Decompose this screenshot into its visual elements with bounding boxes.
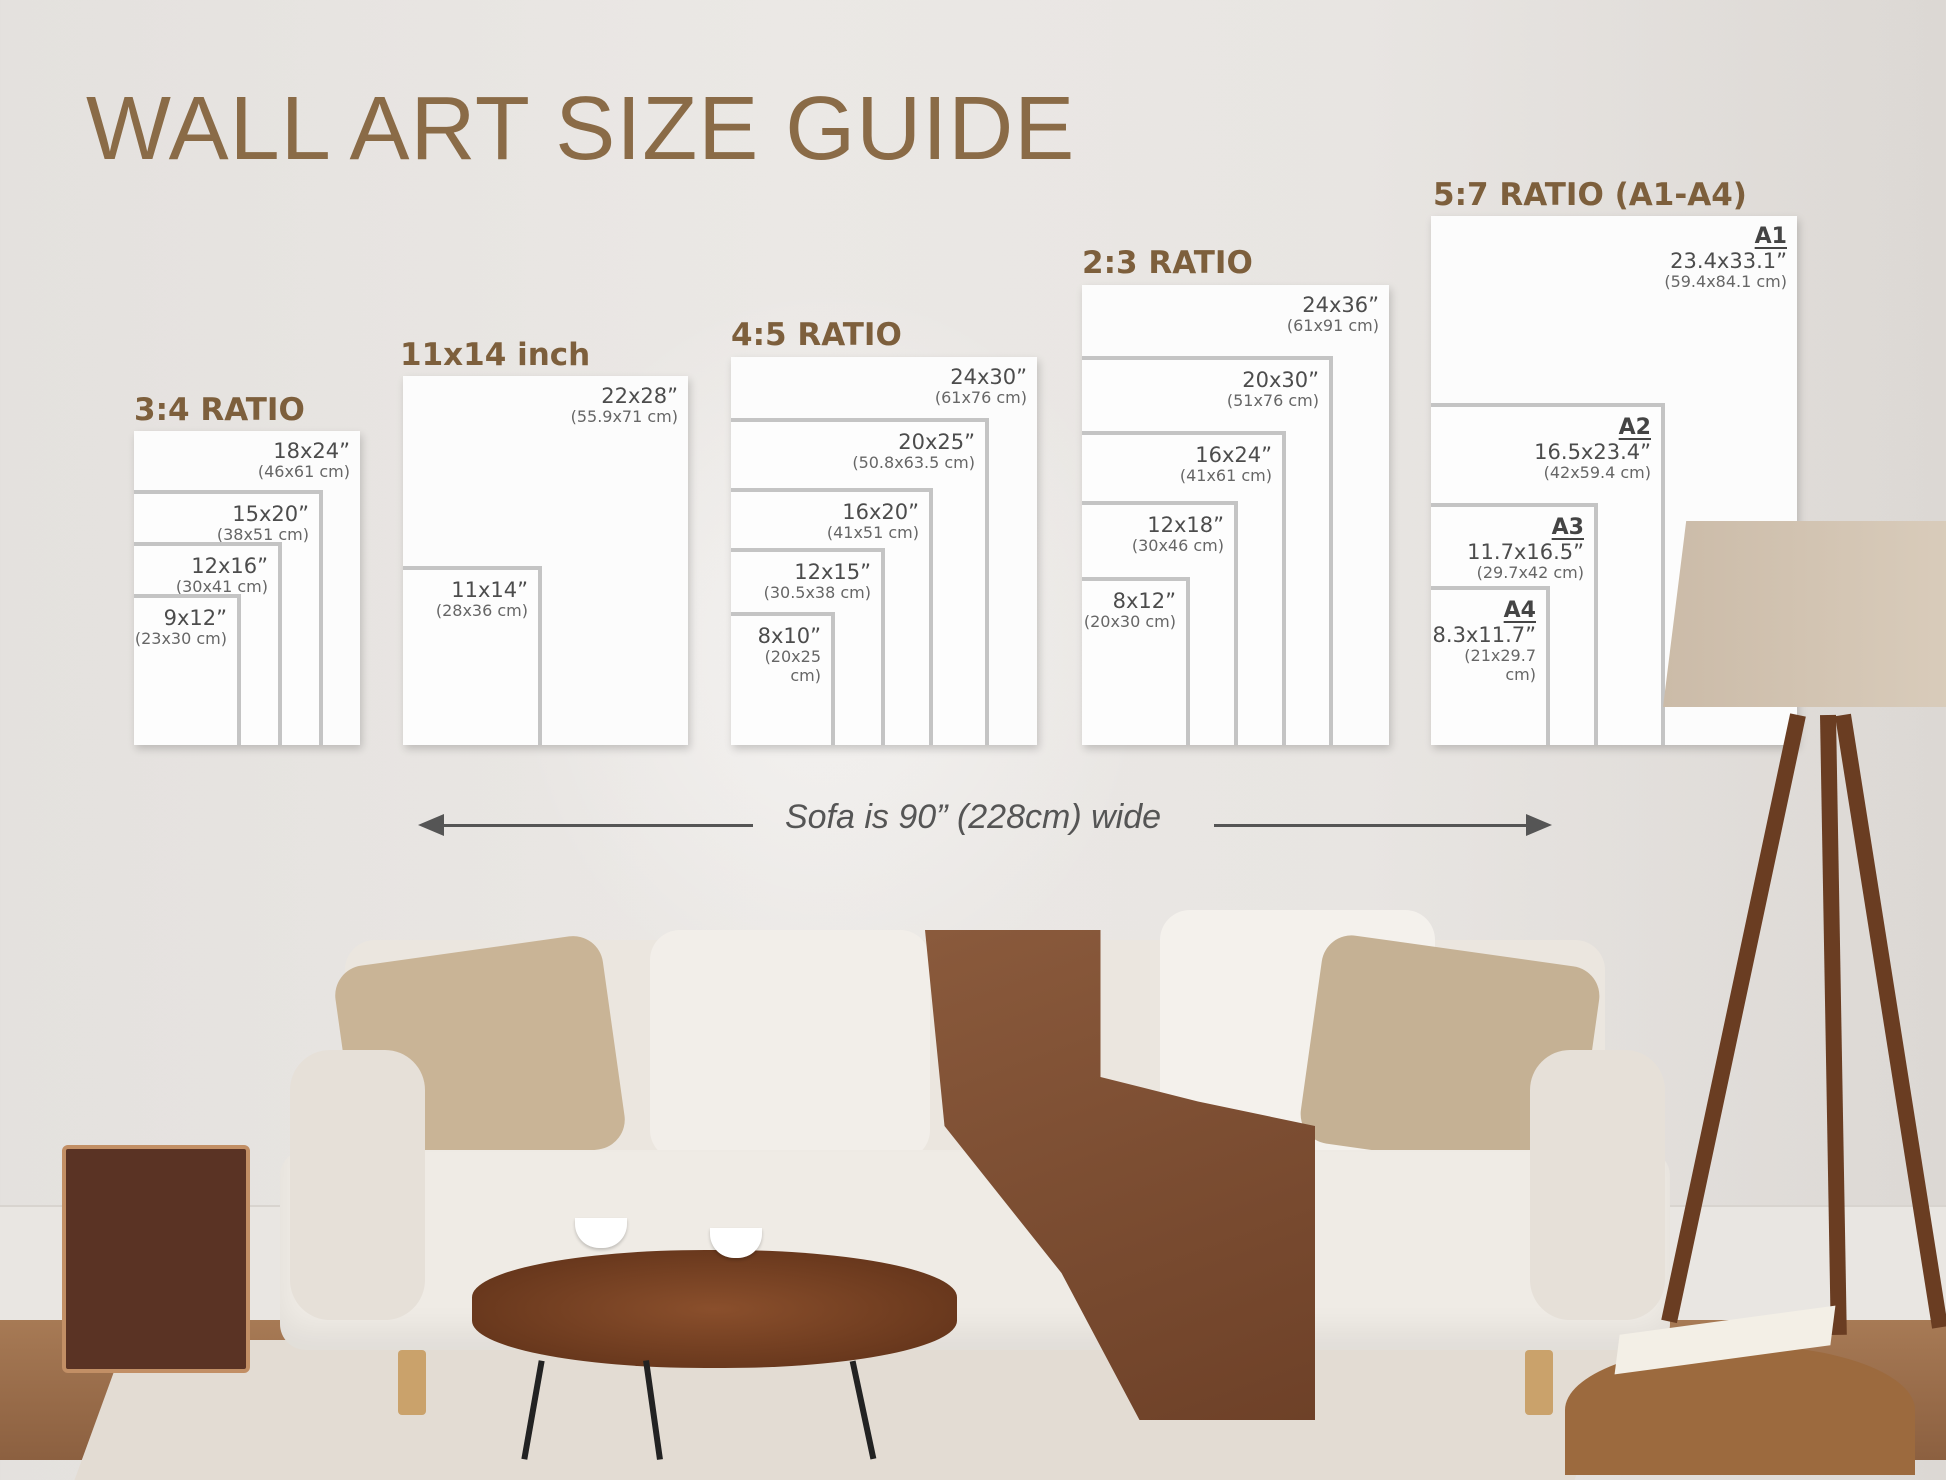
size-cm: (38x51 cm) [216,525,309,545]
sofa-leg [1525,1350,1553,1415]
size-inches: 22x28” [601,384,678,408]
size-label: 12x16” (30x41 cm) [176,554,268,597]
sofa-width-note: Sofa is 90” (228cm) wide [784,798,1162,836]
group-heading: 3:4 RATIO [134,392,305,428]
size-cm: (30.5x38 cm) [763,583,871,603]
size-label: 18x24” (46x61 cm) [258,439,350,482]
size-label: 16x20” (41x51 cm) [827,500,919,543]
size-inches: 12x15” [794,560,871,584]
size-label: A1 23.4x33.1” (59.4x84.1 cm) [1664,224,1787,292]
paper-size-name: A2 [1618,415,1651,440]
size-label: A2 16.5x23.4” (42x59.4 cm) [1534,415,1651,483]
size-label: 20x25” (50.8x63.5 cm) [852,430,975,473]
size-label: 20x30” (51x76 cm) [1227,368,1319,411]
size-cm: (50.8x63.5 cm) [852,453,975,473]
size-cm: (28x36 cm) [435,601,528,621]
size-inches: 20x30” [1242,368,1319,392]
size-cm: (23x30 cm) [134,629,227,649]
left-arrow-icon [418,814,444,836]
size-cm: (30x41 cm) [175,577,268,597]
wood-coffee-table [472,1250,957,1368]
size-cm: (41x51 cm) [826,523,919,543]
size-label: 11x14” (28x36 cm) [436,578,528,621]
size-inches: 8.3x11.7” [1432,623,1536,648]
group-heading: 11x14 inch [400,337,591,373]
size-inches: 12x18” [1147,513,1224,537]
size-inches: 11.7x16.5” [1467,540,1584,565]
size-inches: 24x30” [950,365,1027,389]
size-label: A3 11.7x16.5” (29.7x42 cm) [1467,515,1584,583]
size-label: 15x20” (38x51 cm) [217,502,309,545]
size-cm: (61x76 cm) [934,388,1027,408]
page-title: WALL ART SIZE GUIDE [86,79,1076,179]
size-inches: 16x20” [842,500,919,524]
group-heading: 4:5 RATIO [731,317,902,353]
size-inches: 18x24” [273,439,350,463]
size-inches: 11x14” [451,578,528,602]
magazine-rack [62,1145,250,1373]
size-label: A4 8.3x11.7” (21x29.7 cm) [1431,598,1536,684]
size-inches: 23.4x33.1” [1670,249,1787,274]
size-cm: (20x30 cm) [1083,612,1176,632]
size-inches: 24x36” [1302,293,1379,317]
left-arrow-line [430,824,753,827]
size-inches: 8x12” [1112,589,1176,613]
pillow [650,930,930,1160]
size-cm: (29.7x42 cm) [1476,563,1584,583]
frame-size-8.3x11.7: A4 8.3x11.7” (21x29.7 cm) [1431,586,1550,745]
group-heading: 2:3 RATIO [1082,245,1253,281]
frame-size-9x12: 9x12” (23x30 cm) [134,594,241,745]
paper-size-name: A4 [1503,598,1536,623]
size-cm: (30x46 cm) [1131,536,1224,556]
size-inches: 20x25” [898,430,975,454]
size-cm: (20x25 cm) [764,647,821,685]
size-inches: 16.5x23.4” [1534,440,1651,465]
size-cm: (46x61 cm) [257,462,350,482]
size-inches: 15x20” [232,502,309,526]
size-label: 24x30” (61x76 cm) [935,365,1027,408]
size-label: 12x18” (30x46 cm) [1132,513,1224,556]
paper-size-name: A3 [1551,515,1584,540]
size-label: 12x15” (30.5x38 cm) [764,560,871,603]
frame-size-11x14: 11x14” (28x36 cm) [403,566,542,745]
size-cm: (41x61 cm) [1179,466,1272,486]
size-label: 22x28” (55.9x71 cm) [571,384,678,427]
lamp-shade [1663,521,1946,707]
paper-size-name: A1 [1754,224,1787,249]
sofa-arm [1530,1050,1665,1320]
right-arrow-icon [1526,814,1552,836]
size-cm: (51x76 cm) [1226,391,1319,411]
size-cm: (55.9x71 cm) [570,407,678,427]
sofa-arm [290,1050,425,1320]
frame-size-8x12: 8x12” (20x30 cm) [1082,577,1190,745]
size-cm: (42x59.4 cm) [1543,463,1651,483]
size-label: 8x12” (20x30 cm) [1084,589,1176,632]
size-inches: 9x12” [163,606,227,630]
size-label: 16x24” (41x61 cm) [1180,443,1272,486]
size-cm: (21x29.7 cm) [1464,646,1536,684]
right-arrow-line [1214,824,1536,827]
sofa-leg [398,1350,426,1415]
size-inches: 8x10” [757,624,821,648]
size-cm: (61x91 cm) [1286,316,1379,336]
group-heading: 5:7 RATIO (A1-A4) [1433,177,1747,213]
size-label: 8x10” (20x25 cm) [731,624,821,685]
size-cm: (59.4x84.1 cm) [1664,272,1787,292]
size-label: 24x36” (61x91 cm) [1287,293,1379,336]
size-inches: 16x24” [1195,443,1272,467]
size-label: 9x12” (23x30 cm) [135,606,227,649]
size-inches: 12x16” [191,554,268,578]
frame-size-8x10: 8x10” (20x25 cm) [731,612,835,745]
frame-size-22x28: 22x28” (55.9x71 cm) [403,376,688,745]
